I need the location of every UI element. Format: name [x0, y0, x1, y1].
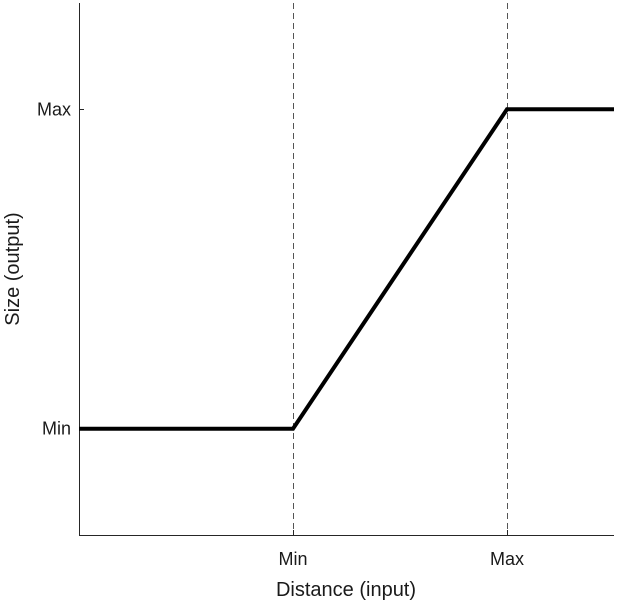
reference-lines [293, 3, 508, 535]
x-tick-label-1: Max [490, 549, 524, 569]
x-axis-title: Distance (input) [276, 579, 416, 601]
y-axis-title: Size (output) [2, 212, 24, 325]
series [79, 107, 614, 431]
axes [79, 3, 614, 536]
y-tick-label-1: Max [37, 99, 71, 119]
series-line-0 [79, 107, 614, 431]
ticks: Min Max Min Max [37, 99, 524, 569]
y-tick-label-0: Min [42, 419, 71, 439]
x-tick-label-0: Min [278, 549, 307, 569]
